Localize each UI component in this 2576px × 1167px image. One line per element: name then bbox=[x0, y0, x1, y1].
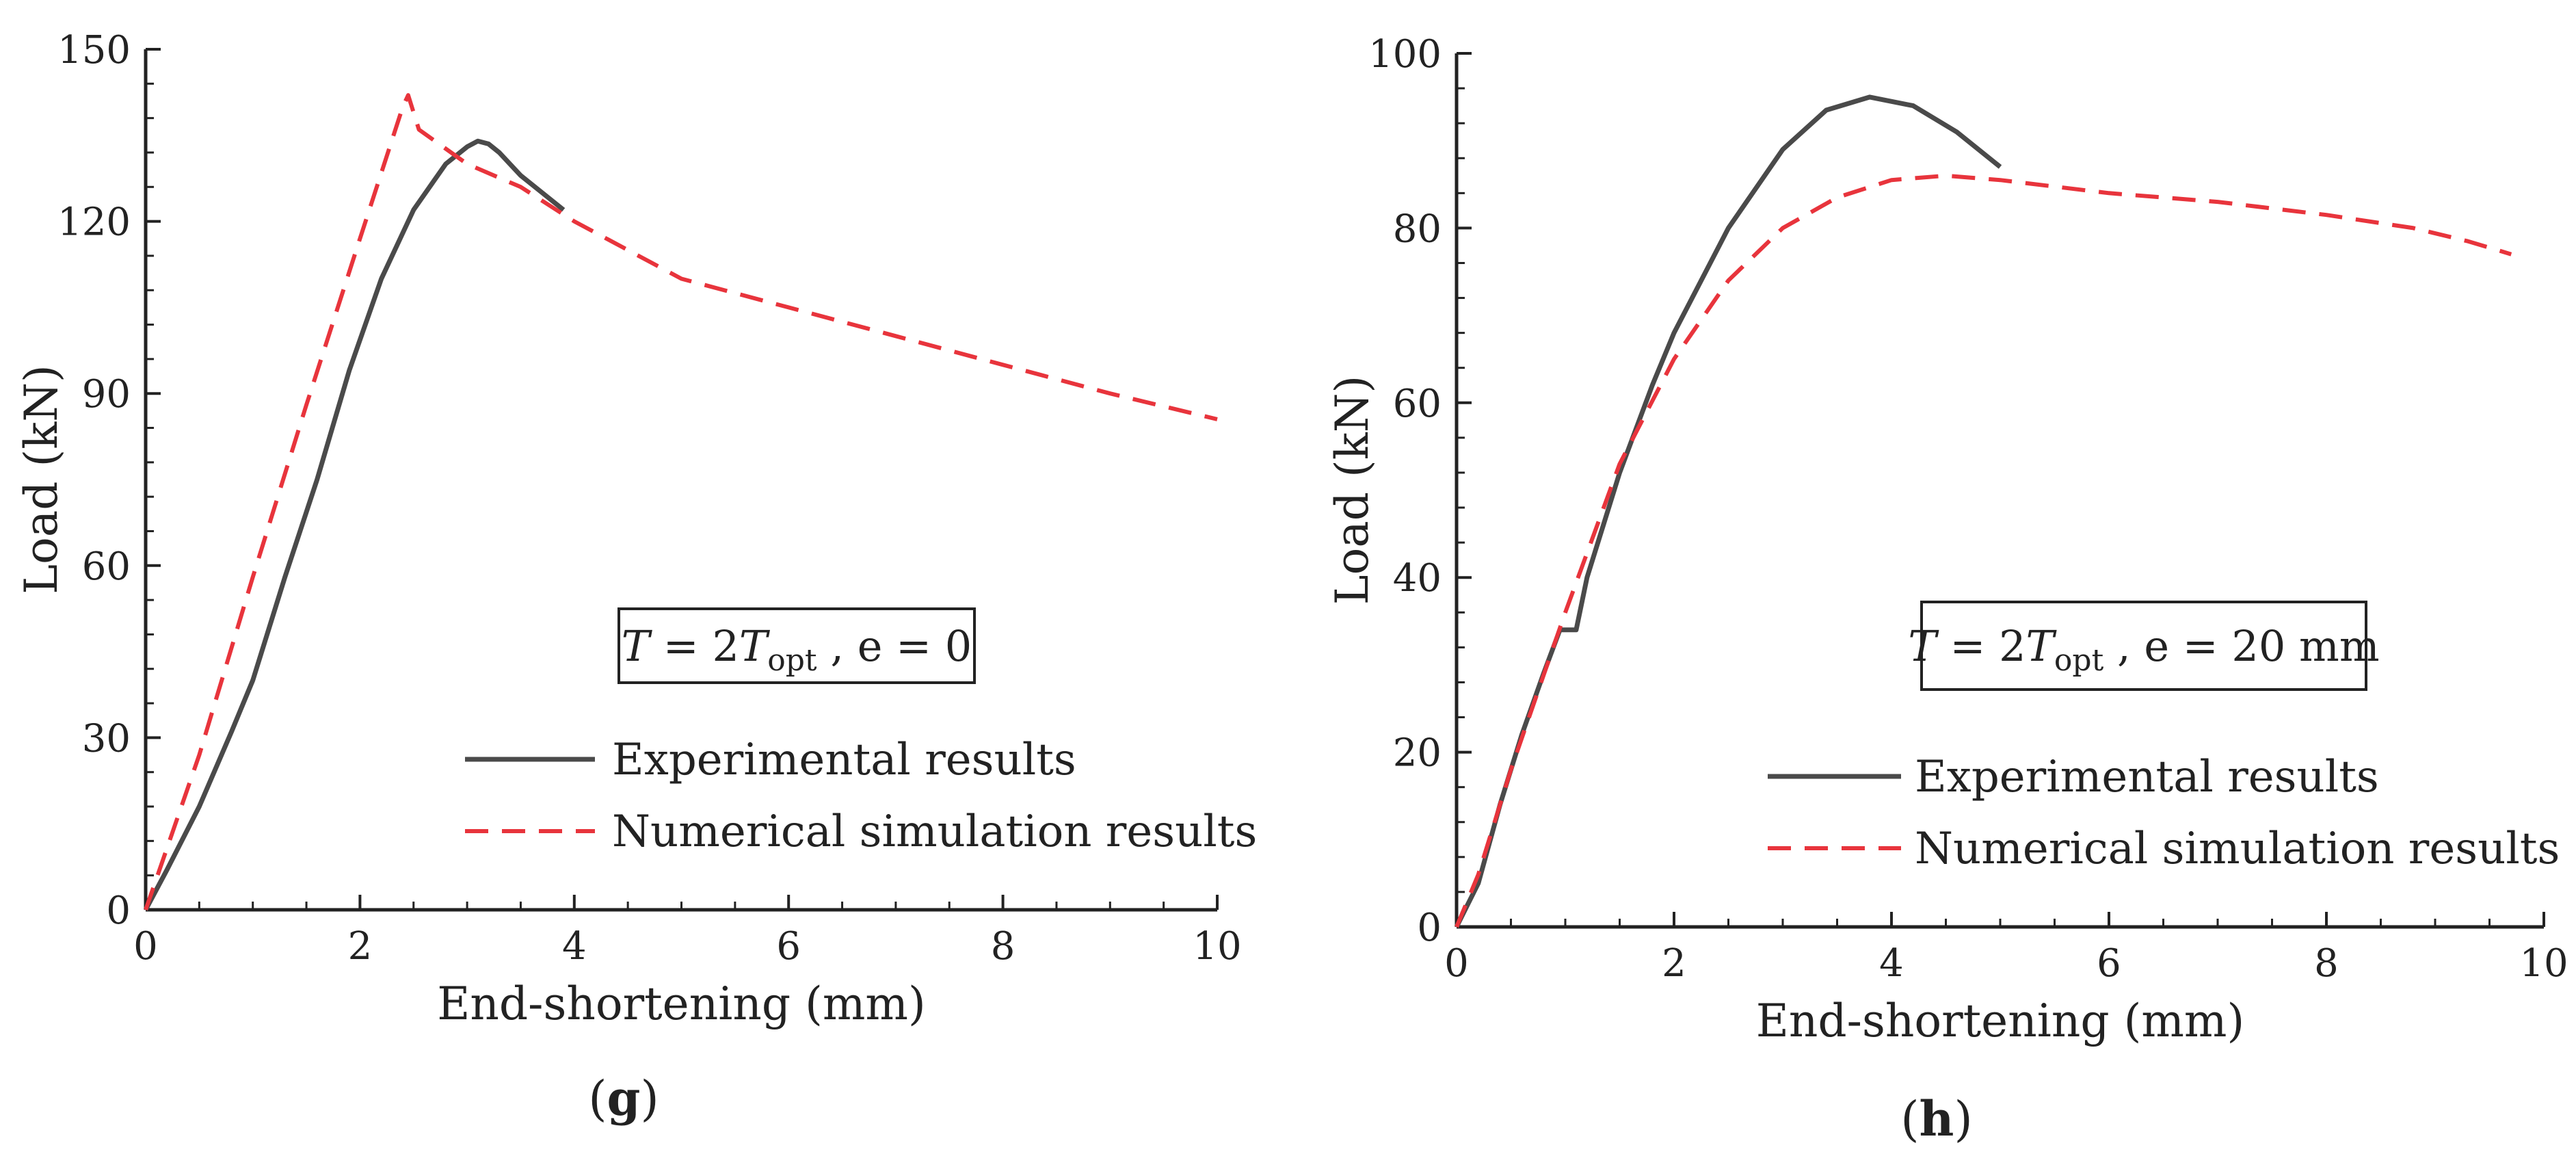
y-tick-label: 20 bbox=[1393, 731, 1442, 776]
experimental-series-line bbox=[143, 138, 566, 911]
panel-label-paren: ) bbox=[640, 1071, 659, 1127]
experimental-series-line bbox=[1454, 94, 2002, 928]
annotation-text-part: opt bbox=[2054, 643, 2104, 678]
annotation-text-part: = 2 bbox=[650, 621, 739, 671]
panel-label-paren: ) bbox=[1954, 1091, 1972, 1147]
x-tick-label: 0 bbox=[133, 924, 158, 969]
panel-label: (g) bbox=[588, 1070, 659, 1127]
y-tick-label: 80 bbox=[1393, 207, 1442, 251]
annotation-box bbox=[1920, 601, 2367, 691]
annotation-text-part: T bbox=[622, 621, 653, 671]
panel-label: (h) bbox=[1900, 1090, 1973, 1147]
y-tick-label: 120 bbox=[57, 200, 131, 245]
x-tick-label: 2 bbox=[348, 924, 373, 969]
y-tick-label: 100 bbox=[1368, 32, 1442, 77]
y-tick-label: 0 bbox=[1417, 906, 1442, 950]
annotation-text-part: T bbox=[739, 621, 771, 671]
legend-label: Experimental results bbox=[612, 735, 1076, 785]
annotation-text: T = 2Topt , e = 0 bbox=[622, 621, 972, 678]
x-tick-label: 0 bbox=[1444, 941, 1469, 986]
x-tick-label: 6 bbox=[776, 924, 801, 969]
annotation-text-part: , e = 0 bbox=[817, 621, 972, 671]
y-tick-label: 60 bbox=[82, 545, 131, 589]
x-tick-label: 2 bbox=[1662, 941, 1686, 986]
annotation-text-part: = 2 bbox=[1937, 621, 2026, 671]
legend-label: Numerical simulation results bbox=[1915, 824, 2560, 874]
x-tick-label: 6 bbox=[2097, 941, 2121, 986]
y-axis-title: Load (kN) bbox=[15, 365, 68, 594]
panel-label-paren: ( bbox=[1900, 1091, 1919, 1147]
panel-label-paren: ( bbox=[588, 1071, 607, 1127]
y-tick-label: 150 bbox=[57, 28, 131, 73]
y-tick-label: 30 bbox=[82, 716, 131, 761]
y-tick-label: 0 bbox=[106, 889, 131, 933]
y-tick-label: 60 bbox=[1393, 382, 1442, 426]
x-tick-label: 4 bbox=[562, 924, 587, 969]
panel-label-letter: h bbox=[1920, 1090, 1954, 1147]
annotation-box bbox=[618, 607, 976, 684]
annotation-text-part: , e = 20 mm bbox=[2103, 621, 2379, 671]
x-axis-title: End-shortening (mm) bbox=[437, 978, 926, 1030]
x-tick-label: 10 bbox=[1193, 924, 1241, 969]
x-tick-label: 8 bbox=[2314, 941, 2339, 986]
x-tick-label: 10 bbox=[2519, 941, 2568, 986]
x-axis-title: End-shortening (mm) bbox=[1756, 995, 2245, 1047]
chart-panel-g: 0 2 4 6 8 10 0 30 60 90 120 150 End-shortening (mm) L… bbox=[15, 28, 1257, 1127]
panel-label-letter: g bbox=[607, 1070, 641, 1127]
x-tick-label: 8 bbox=[991, 924, 1015, 969]
annotation-text-part: opt bbox=[767, 643, 817, 678]
numerical-series-line bbox=[144, 93, 1218, 910]
y-tick-label: 40 bbox=[1393, 556, 1442, 601]
y-tick-label: 90 bbox=[82, 372, 131, 417]
y-axis-title: Load (kN) bbox=[1326, 376, 1379, 605]
legend-label: Numerical simulation results bbox=[612, 807, 1257, 857]
x-tick-label: 4 bbox=[1879, 941, 1904, 986]
numerical-series-line bbox=[1455, 173, 2512, 928]
annotation-text: T = 2Topt , e = 20 mm bbox=[1908, 621, 2379, 678]
legend-label: Experimental results bbox=[1915, 752, 2379, 802]
annotation-text-part: T bbox=[1908, 621, 1939, 671]
annotation-text-part: T bbox=[2026, 621, 2058, 671]
